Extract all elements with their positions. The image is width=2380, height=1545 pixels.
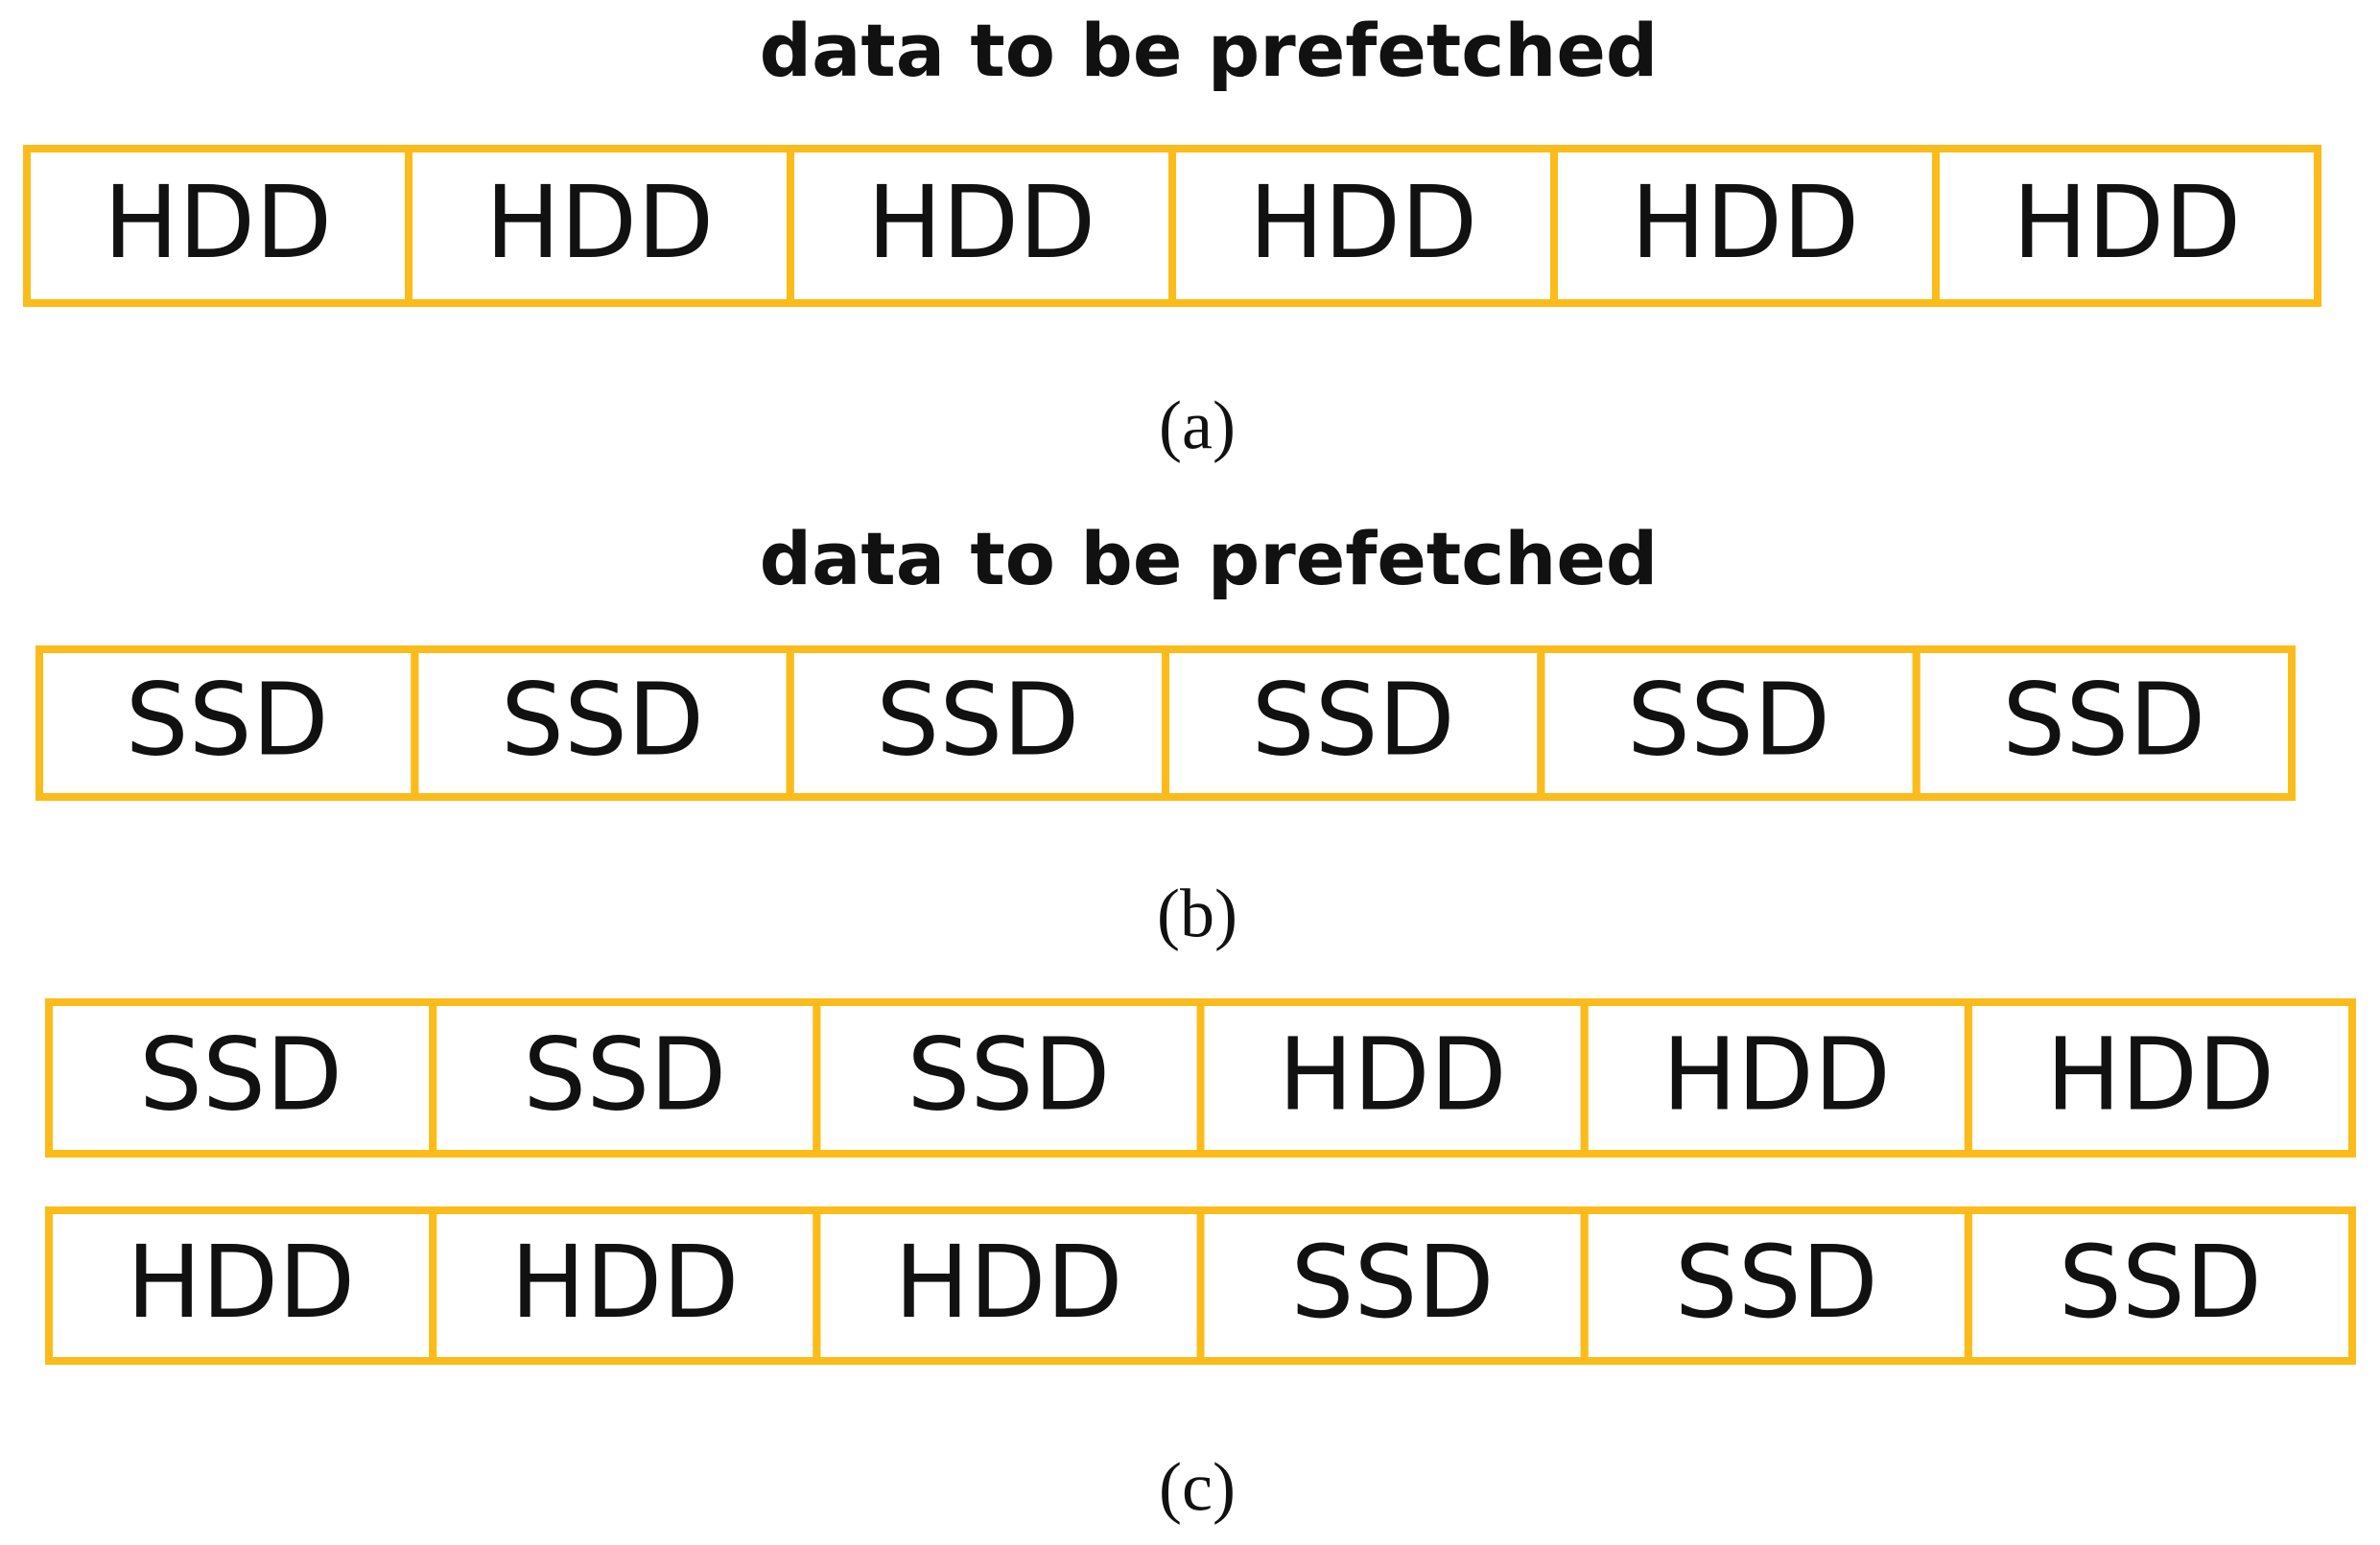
storage-label: SSD: [1291, 1224, 1495, 1341]
panel-caption: (a): [1159, 387, 1236, 464]
storage-label: SSD: [2002, 661, 2205, 778]
storage-label: HDD: [1631, 164, 1859, 281]
storage-label: HDD: [1278, 1016, 1506, 1133]
storage-label: SSD: [907, 1016, 1110, 1133]
panel-caption: (c): [1159, 1449, 1236, 1526]
storage-label: HDD: [894, 1224, 1122, 1341]
storage-block: [1964, 1206, 2356, 1365]
panel-title: data to be prefetched: [760, 8, 1659, 93]
storage-label: HDD: [510, 1224, 739, 1341]
storage-label: HDD: [2013, 164, 2241, 281]
storage-label: SSD: [139, 1016, 342, 1133]
panel-title: data to be prefetched: [760, 516, 1659, 601]
storage-label: SSD: [1252, 661, 1455, 778]
storage-label: SSD: [876, 661, 1079, 778]
storage-label: SSD: [501, 661, 704, 778]
storage-label: HDD: [1249, 164, 1477, 281]
storage-label: SSD: [1627, 661, 1830, 778]
storage-label: HDD: [127, 1224, 355, 1341]
panel-caption: (b): [1157, 876, 1237, 952]
storage-label: HDD: [1662, 1016, 1891, 1133]
storage-label: SSD: [2059, 1224, 2262, 1341]
storage-block: [1912, 645, 2296, 801]
storage-label: HDD: [104, 164, 332, 281]
storage-label: HDD: [867, 164, 1096, 281]
storage-label: SSD: [126, 661, 329, 778]
storage-label: HDD: [2046, 1016, 2274, 1133]
storage-block: [1932, 145, 2321, 307]
storage-label: SSD: [523, 1016, 726, 1133]
storage-label: SSD: [1675, 1224, 1878, 1341]
storage-block: [1964, 998, 2356, 1158]
storage-label: HDD: [485, 164, 714, 281]
